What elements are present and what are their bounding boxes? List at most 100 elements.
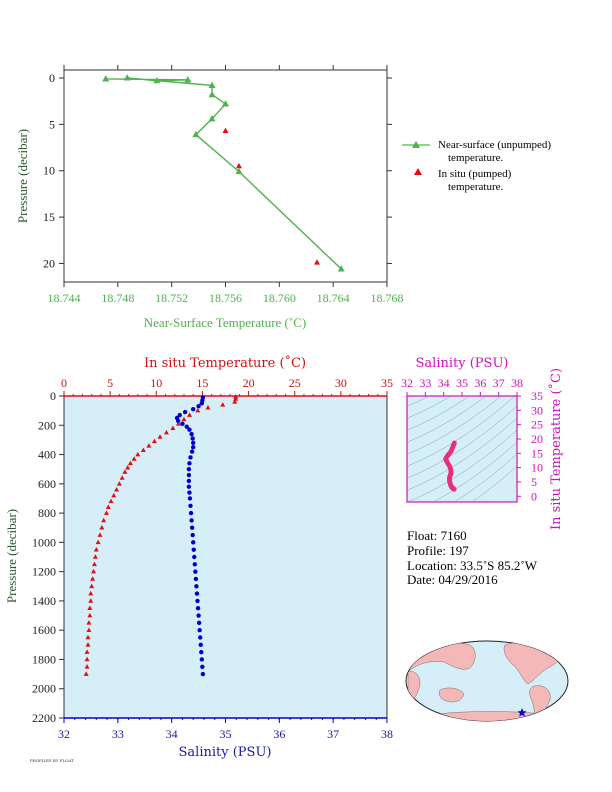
ts-density-contour bbox=[407, 396, 516, 467]
temperature-point bbox=[97, 532, 103, 537]
near-surface-y-label: Pressure (decibar) bbox=[15, 129, 30, 223]
near-surface-x-tick-label: 18.764 bbox=[317, 291, 350, 305]
ts-density-contour bbox=[432, 441, 517, 502]
ts-top-label: Salinity (PSU) bbox=[416, 356, 509, 371]
near-surface-legend: Near-surface (unpumped) temperature. In … bbox=[402, 139, 551, 193]
salinity-point bbox=[186, 478, 192, 484]
salinity-point bbox=[195, 606, 201, 611]
profile-sal-tick-label: 33 bbox=[112, 727, 124, 741]
profile-sal-tick-label: 32 bbox=[58, 727, 70, 741]
ts-x-tick-label: 34 bbox=[438, 376, 450, 390]
salinity-point bbox=[187, 496, 193, 501]
legend-marker-insitu bbox=[414, 168, 422, 175]
near-surface-point bbox=[102, 75, 110, 82]
salinity-point bbox=[195, 598, 200, 604]
near-surface-x-tick-label: 18.768 bbox=[371, 291, 404, 305]
ts-x-tick-label: 37 bbox=[493, 376, 505, 390]
insitu-point bbox=[222, 127, 229, 134]
temperature-point bbox=[84, 664, 90, 669]
salinity-point bbox=[188, 455, 193, 460]
land-south-america bbox=[529, 685, 551, 721]
salinity-point bbox=[191, 547, 196, 552]
temperature-point bbox=[90, 576, 96, 581]
legend-insitu-line1: In situ (pumped) bbox=[438, 168, 512, 180]
temperature-point bbox=[108, 498, 114, 504]
temperature-point bbox=[101, 517, 107, 523]
near-surface-point bbox=[208, 90, 216, 98]
salinity-point bbox=[191, 540, 196, 545]
near-surface-x-tick-label: 18.756 bbox=[209, 291, 242, 305]
near-surface-series bbox=[102, 74, 345, 272]
salinity-point bbox=[189, 431, 194, 437]
temperature-point bbox=[151, 438, 157, 444]
near-surface-x-tick-label: 18.748 bbox=[101, 291, 134, 305]
profile-pressure-tick-label: 600 bbox=[38, 477, 56, 491]
temperature-point bbox=[135, 451, 141, 457]
near-surface-point bbox=[192, 130, 200, 138]
profile-temp-tick-label: 15 bbox=[196, 376, 208, 390]
salinity-point bbox=[191, 440, 196, 446]
near-surface-x-label: Near-Surface Temperature (˚C) bbox=[144, 315, 306, 330]
temperature-point bbox=[140, 447, 146, 452]
near-surface-x-ticks: 18.744 18.748 18.752 18.756 18.760 18.764 18.7… bbox=[48, 65, 404, 305]
temperature-point bbox=[89, 583, 95, 589]
temperature-point bbox=[205, 405, 211, 410]
near-surface-point bbox=[153, 77, 161, 84]
profile-number: Profile: 197 bbox=[407, 543, 469, 558]
salinity-point bbox=[199, 401, 205, 406]
temperature-point bbox=[87, 612, 93, 618]
salinity-point bbox=[186, 484, 192, 489]
salinity-point bbox=[189, 449, 195, 454]
salinity-point bbox=[184, 424, 189, 429]
temperature-point bbox=[163, 429, 169, 435]
temperature-point bbox=[195, 407, 201, 413]
temperature-point bbox=[84, 649, 90, 654]
near-surface-x-tick-label: 18.752 bbox=[155, 291, 188, 305]
salinity-point bbox=[190, 436, 195, 441]
salinity-point bbox=[193, 569, 198, 574]
near-surface-point bbox=[222, 100, 229, 107]
salinity-point bbox=[187, 461, 192, 466]
salinity-profile-series bbox=[174, 395, 206, 677]
salinity-point bbox=[182, 409, 188, 415]
temperature-point bbox=[84, 656, 90, 662]
near-surface-y-tick-label: 10 bbox=[43, 164, 55, 178]
ts-density-contour bbox=[397, 267, 537, 362]
temperature-point bbox=[91, 561, 97, 567]
ts-x-tick-label: 33 bbox=[419, 376, 431, 390]
ts-density-contours bbox=[397, 267, 537, 502]
temperature-point bbox=[114, 486, 120, 492]
legend-near-surface-line1: Near-surface (unpumped) bbox=[438, 139, 551, 151]
legend-insitu-line2: temperature. bbox=[448, 181, 504, 193]
ts-density-contour bbox=[407, 417, 517, 491]
profile-temp-tick-label: 35 bbox=[381, 376, 393, 390]
temperature-point bbox=[119, 475, 125, 480]
temperature-point bbox=[181, 416, 187, 422]
near-surface-y-tick-label: 20 bbox=[43, 256, 55, 270]
temperature-point bbox=[131, 456, 137, 461]
salinity-point bbox=[177, 412, 182, 418]
salinity-point bbox=[199, 657, 205, 662]
near-surface-x-tick-label: 18.744 bbox=[48, 291, 81, 305]
near-surface-x-tick-label: 18.760 bbox=[263, 291, 296, 305]
ts-y-tick-label: 15 bbox=[531, 446, 543, 460]
profile-pressure-tick-label: 0 bbox=[50, 389, 56, 403]
profile-chart: 0 5 10 15 20 25 30 35 32 33 34 35 36 37 38 0 200 400 600… bbox=[4, 355, 393, 760]
salinity-point bbox=[191, 445, 196, 450]
profile-pressure-tick-label: 200 bbox=[38, 418, 56, 432]
temperature-point bbox=[170, 425, 176, 430]
ts-points-series bbox=[443, 440, 457, 492]
salinity-point bbox=[180, 421, 185, 427]
near-surface-y-ticks: 0 5 10 15 20 bbox=[43, 71, 392, 270]
salinity-point bbox=[189, 525, 195, 530]
near-surface-point bbox=[208, 115, 216, 122]
temperature-profile-series bbox=[83, 394, 239, 676]
near-surface-y-tick-label: 0 bbox=[49, 71, 55, 85]
salinity-point bbox=[187, 490, 192, 495]
near-surface-point bbox=[208, 81, 216, 88]
legend-marker-near-surface bbox=[412, 141, 420, 148]
near-surface-point bbox=[184, 76, 192, 83]
ts-density-contour bbox=[397, 291, 537, 386]
profile-temp-tick-label: 30 bbox=[335, 376, 347, 390]
star-icon bbox=[517, 708, 527, 717]
